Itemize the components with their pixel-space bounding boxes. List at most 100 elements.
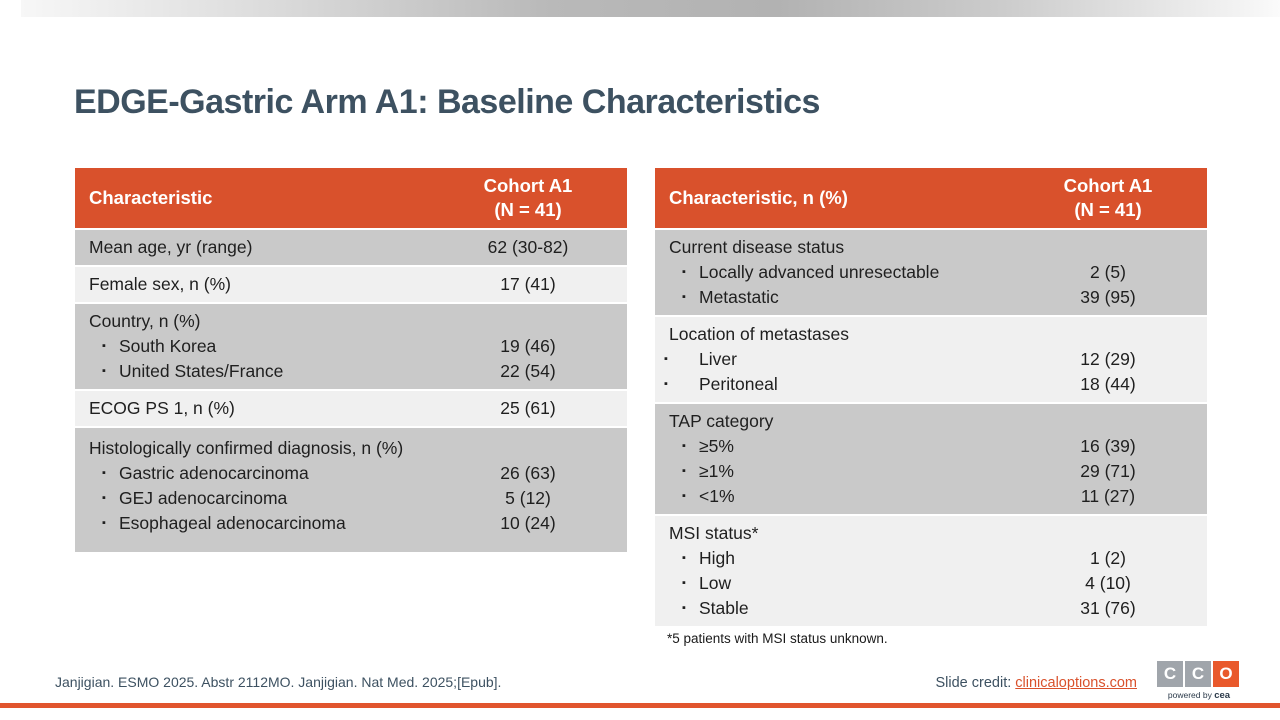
table-row: ▪ ≥5% 16 (39) — [655, 434, 1207, 459]
table-row: ▪ Metastatic 39 (95) — [655, 285, 1207, 310]
table-row: ▪ South Korea 19 (46) — [75, 334, 627, 359]
table-row: Location of metastases — [655, 322, 1207, 347]
row-value: 26 (63) — [500, 463, 556, 483]
row-label-text: South Korea — [119, 336, 217, 356]
row-label-text: Histologically confirmed diagnosis, n (%… — [89, 438, 404, 458]
row-label-text: <1% — [699, 486, 735, 506]
row-sub-label: ▪ High — [655, 546, 1033, 571]
row-sub-label: ▪ GEJ adenocarcinoma — [75, 486, 453, 511]
row-label-text: TAP category — [669, 411, 774, 431]
clinicaloptions-link[interactable]: clinicaloptions.com — [1015, 675, 1137, 691]
row-label: Mean age, yr (range) — [75, 235, 453, 260]
table-row: Current disease status — [655, 235, 1207, 260]
row-label: ECOG PS 1, n (%) — [75, 396, 453, 421]
bullet-icon: ▪ — [682, 552, 686, 564]
cco-logo-squares: C C O — [1157, 661, 1241, 687]
row-label: Current disease status — [655, 235, 1033, 260]
bullet-icon: ▪ — [682, 602, 686, 614]
page-title: EDGE-Gastric Arm A1: Baseline Characteri… — [74, 82, 820, 121]
table-row: ▪ Low 4 (10) — [655, 571, 1207, 596]
row-label: Female sex, n (%) — [75, 272, 453, 297]
row-label: Location of metastases — [655, 322, 1033, 347]
table-row: ▪ Locally advanced unresectable 2 (5) — [655, 260, 1207, 285]
table-header-row: Characteristic, n (%) Cohort A1 (N = 41) — [655, 168, 1207, 228]
table-row-group: Histologically confirmed diagnosis, n (%… — [75, 426, 627, 552]
row-label-text: Location of metastases — [669, 324, 849, 344]
table-row: ECOG PS 1, n (%) 25 (61) — [75, 396, 627, 421]
row-value: 2 (5) — [1090, 262, 1126, 282]
logo-letter-c1: C — [1157, 661, 1183, 687]
top-gradient-bar — [21, 0, 1280, 17]
bullet-icon: ▪ — [682, 440, 686, 452]
row-value — [453, 436, 603, 461]
table-row-group: MSI status* ▪ High 1 (2) ▪ Low 4 (10) ▪ Stable 31… — [655, 514, 1207, 626]
table-row: Female sex, n (%) 17 (41) — [75, 272, 627, 297]
logo-letter-o: O — [1213, 661, 1239, 687]
row-label-text: Peritoneal — [699, 374, 778, 394]
row-label-text: MSI status* — [669, 523, 759, 543]
table-row: ▪ Peritoneal 18 (44) — [655, 372, 1207, 397]
table-row: ▪ High 1 (2) — [655, 546, 1207, 571]
row-value: 31 (76) — [1080, 598, 1136, 618]
row-value: 12 (29) — [1080, 349, 1136, 369]
table-row-group: Country, n (%) ▪ South Korea 19 (46) ▪ United… — [75, 302, 627, 389]
row-value: 19 (46) — [500, 336, 556, 356]
row-label-text: Mean age, yr (range) — [89, 237, 253, 257]
table-row-group: Location of metastases ▪ Liver 12 (29) ▪ Peri… — [655, 315, 1207, 402]
table-row: MSI status* — [655, 521, 1207, 546]
table-row: Histologically confirmed diagnosis, n (%… — [75, 436, 627, 461]
row-value: 11 (27) — [1080, 486, 1136, 506]
row-value: 39 (95) — [1080, 287, 1136, 307]
row-label-text: High — [699, 548, 735, 568]
table-row: ▪ United States/France 22 (54) — [75, 359, 627, 384]
table-row: ▪ Esophageal adenocarcinoma 10 (24) — [75, 511, 627, 536]
row-value: 5 (12) — [505, 488, 551, 508]
row-value — [1033, 235, 1183, 260]
column-header-cohort: Cohort A1 (N = 41) — [1033, 174, 1183, 221]
table-row-group: Current disease status ▪ Locally advanced … — [655, 228, 1207, 315]
bullet-icon: ▪ — [682, 490, 686, 502]
column-header-cohort: Cohort A1 (N = 41) — [453, 174, 603, 221]
bottom-accent-bar — [0, 703, 1280, 708]
slide-credit-label: Slide credit: — [935, 675, 1016, 691]
row-value — [453, 309, 603, 334]
bullet-icon: ▪ — [682, 465, 686, 477]
powered-by-label: powered by — [1167, 690, 1215, 700]
row-label-text: ≥5% — [699, 436, 734, 456]
row-value: 29 (71) — [1080, 461, 1136, 481]
table-row: Country, n (%) — [75, 309, 627, 334]
table-row: ▪ Stable 31 (76) — [655, 596, 1207, 621]
bullet-icon: ▪ — [102, 365, 106, 377]
table-footnote: *5 patients with MSI status unknown. — [667, 631, 888, 646]
row-sub-label: ▪ Peritoneal — [655, 372, 1033, 397]
row-label-text: ≥1% — [699, 461, 734, 481]
row-value: 4 (10) — [1085, 573, 1131, 593]
powered-by-tagline: powered by cea — [1157, 690, 1241, 701]
cco-logo: C C O powered by cea — [1157, 661, 1241, 701]
bullet-icon: ▪ — [102, 492, 106, 504]
row-sub-label: ▪ Locally advanced unresectable — [655, 260, 1033, 285]
table-row: ▪ GEJ adenocarcinoma 5 (12) — [75, 486, 627, 511]
row-sub-label: ▪ Gastric adenocarcinoma — [75, 461, 453, 486]
row-value: 22 (54) — [500, 361, 556, 381]
bullet-icon: ▪ — [664, 353, 668, 365]
row-label-text: Current disease status — [669, 237, 845, 257]
column-header-characteristic: Characteristic, n (%) — [669, 187, 848, 208]
row-sub-label: ▪ Low — [655, 571, 1033, 596]
row-sub-label: ▪ South Korea — [75, 334, 453, 359]
row-label: Histologically confirmed diagnosis, n (%… — [75, 436, 453, 461]
table-row: ▪ <1% 11 (27) — [655, 484, 1207, 509]
row-label-text: Metastatic — [699, 287, 779, 307]
row-label-text: Locally advanced unresectable — [699, 262, 940, 282]
table-row: ▪ Liver 12 (29) — [655, 347, 1207, 372]
row-value: 62 (30-82) — [487, 237, 569, 257]
logo-letter-c2: C — [1185, 661, 1211, 687]
slide-credit: Slide credit: clinicaloptions.com — [936, 675, 1138, 691]
bullet-icon: ▪ — [102, 517, 106, 529]
table-row: Mean age, yr (range) 62 (30-82) — [75, 235, 627, 260]
bullet-icon: ▪ — [102, 467, 106, 479]
row-label-text: Gastric adenocarcinoma — [119, 463, 309, 483]
bullet-icon: ▪ — [664, 378, 668, 390]
row-value — [1033, 521, 1183, 546]
